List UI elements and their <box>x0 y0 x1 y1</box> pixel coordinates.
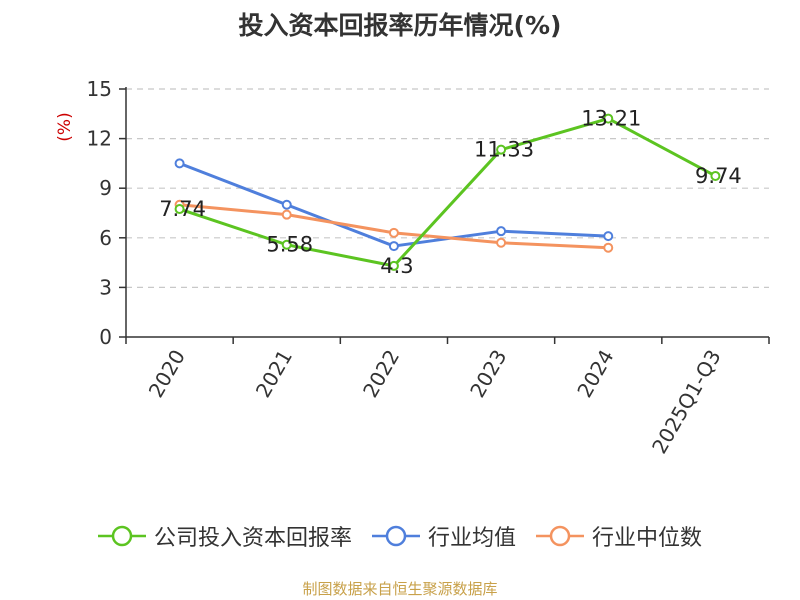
point-industry-avg-2023 <box>496 226 507 237</box>
point-company-2020 <box>174 204 185 215</box>
y-tick-label-9: 9 <box>99 176 112 200</box>
chart-title: 投入资本回报率历年情况(%) <box>238 11 562 40</box>
x-tick-label-2024: 2024 <box>572 346 618 402</box>
y-tick-label-15: 15 <box>87 77 112 101</box>
data-label-company-2024: 13.21 <box>581 107 641 131</box>
y-tick-label-12: 12 <box>87 127 112 151</box>
legend-label-industry-avg: 行业均值 <box>427 526 516 551</box>
data-label-company-2023: 11.33 <box>474 138 534 162</box>
y-axis-label: (%) <box>55 112 75 141</box>
point-industry-avg-2021 <box>281 199 292 210</box>
data-label-company-2020: 7.74 <box>159 197 206 221</box>
grid-lines <box>126 88 769 288</box>
data-label-company-2025Q1-Q3: 9.74 <box>695 164 742 188</box>
point-company-2024 <box>603 113 614 124</box>
data-labels: 7.74 5.58 4.3 11.33 13.21 9.74 <box>159 107 742 278</box>
point-industry-avg-2020 <box>174 158 185 169</box>
point-industry-avg-2022 <box>388 241 399 252</box>
legend-item-industry-median[interactable]: 行业中位数 <box>536 520 702 552</box>
point-industry-median-2024 <box>603 242 614 253</box>
point-industry-median-2022 <box>388 227 399 238</box>
series-line-company <box>179 117 717 268</box>
point-company-2025Q1-Q3 <box>710 170 721 181</box>
point-industry-median-2023 <box>496 237 507 248</box>
x-tick-label-2023: 2023 <box>465 346 511 402</box>
source-note: 制图数据来自恒生聚源数据库 <box>302 580 498 598</box>
legend-item-company[interactable]: 公司投入资本回报率 <box>97 520 352 552</box>
x-tick-label-2020: 2020 <box>144 346 190 402</box>
y-tick-label-6: 6 <box>99 226 112 250</box>
point-company-2021 <box>281 239 292 250</box>
y-tick-label-0: 0 <box>99 325 112 349</box>
x-tick-label-2022: 2022 <box>358 346 404 402</box>
x-tick-label-2021: 2021 <box>251 346 297 402</box>
legend-label-company: 公司投入资本回报率 <box>153 526 352 551</box>
y-tick-label-3: 3 <box>99 275 112 299</box>
legend-item-industry-avg[interactable]: 行业均值 <box>371 520 516 552</box>
data-label-company-2021: 5.58 <box>266 233 313 257</box>
point-industry-median-2021 <box>281 209 292 220</box>
series-lines <box>174 113 721 271</box>
data-label-company-2022: 4.3 <box>380 254 413 278</box>
line-chart: 0 3 6 9 12 15 (%) 2020 2021 2022 2023 2024 2025Q1-Q3… <box>55 77 770 458</box>
legend-swatch-industry-avg <box>371 525 420 547</box>
point-company-2023 <box>496 144 507 155</box>
legend-swatch-company <box>97 525 146 547</box>
point-industry-avg-2024 <box>603 231 614 242</box>
legend-swatch-industry-median <box>536 525 584 547</box>
x-tick-label-2025Q1-Q3: 2025Q1-Q3 <box>647 346 726 458</box>
legend-label-industry-median: 行业中位数 <box>592 526 703 551</box>
legend: 公司投入资本回报率 行业均值 行业中位数 <box>0 518 800 554</box>
point-company-2022 <box>388 260 399 271</box>
